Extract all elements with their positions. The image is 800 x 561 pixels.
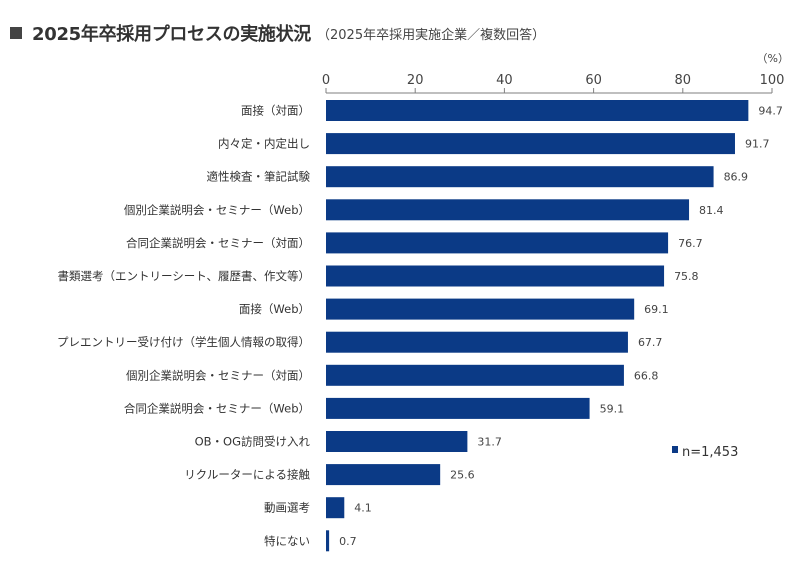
data-label: 69.1 <box>644 303 669 316</box>
chart-title-row: 2025年卒採用プロセスの実施状況 （2025年卒採用実施企業／複数回答） <box>10 20 545 46</box>
category-label: 面接（Web） <box>239 302 310 316</box>
bar <box>326 166 714 188</box>
category-label: リクルーターによる接触 <box>184 468 310 482</box>
data-label: 91.7 <box>745 138 770 151</box>
x-tick-label: 100 <box>760 73 785 88</box>
category-label: OB・OG訪問受け入れ <box>195 435 311 449</box>
bar <box>326 133 735 155</box>
category-label: 適性検査・筆記試験 <box>207 170 311 184</box>
unit-label: （%） <box>757 52 789 65</box>
category-label: 個別企業説明会・セミナー（Web） <box>124 203 310 217</box>
bar <box>326 331 628 353</box>
data-label: 86.9 <box>724 171 749 184</box>
category-labels: 面接（対面） 内々定・内定出し適性検査・筆記試験個別企業説明会・セミナー（Web）… <box>57 104 310 548</box>
x-tick-label: 60 <box>585 73 602 88</box>
x-axis: 0 20 40 60 80 100 （%） <box>322 52 789 94</box>
data-label: 67.7 <box>638 336 663 349</box>
value-labels: 94.7 91.7 86.9 81.4 76.7 75.8 69.1 67.7 66.8 59.1… <box>339 105 783 548</box>
data-label: 75.8 <box>674 270 699 283</box>
bar <box>326 431 468 452</box>
category-label: 書類選考（エントリーシート、履歴書、作文等） <box>57 269 310 283</box>
bars <box>326 100 749 552</box>
data-label: 31.7 <box>477 436 502 449</box>
category-label: 合同企業説明会・セミナー（対面） <box>126 236 310 250</box>
data-label: 25.6 <box>450 469 475 482</box>
data-label: 59.1 <box>600 402 625 415</box>
category-label: 個別企業説明会・セミナー（対面） <box>126 368 310 382</box>
data-label: 94.7 <box>758 105 783 118</box>
bar <box>326 497 345 519</box>
x-tick-label: 40 <box>496 73 513 88</box>
title-bullet-icon <box>10 27 22 39</box>
chart-subtitle: （2025年卒採用実施企業／複数回答） <box>317 27 546 43</box>
bar <box>326 364 624 386</box>
bar <box>326 530 330 552</box>
bar <box>326 265 665 287</box>
legend-swatch <box>672 446 678 453</box>
bar <box>326 397 590 419</box>
bar <box>326 232 669 254</box>
category-label: 特にない <box>264 534 310 548</box>
x-tick-label: 0 <box>322 73 330 88</box>
data-label: 0.7 <box>339 535 357 548</box>
data-label: 66.8 <box>634 369 659 382</box>
bar <box>326 100 749 121</box>
data-label: 81.4 <box>699 204 724 217</box>
bar <box>326 199 690 221</box>
x-tick-label: 80 <box>675 73 692 88</box>
bar <box>326 464 441 486</box>
category-label: プレエントリー受け付け（学生個人情報の取得） <box>57 335 310 349</box>
category-label: 合同企業説明会・セミナー（Web） <box>124 401 310 415</box>
category-label: 内々定・内定出し <box>218 137 310 151</box>
x-tick-label: 20 <box>407 73 424 88</box>
bar <box>326 298 635 320</box>
category-label: 面接（対面） <box>241 104 310 118</box>
legend-label: n=1,453 <box>682 445 738 460</box>
chart-title: 2025年卒採用プロセスの実施状況 <box>32 24 311 45</box>
category-label: 動画選考 <box>264 501 310 515</box>
legend: n=1,453 <box>672 445 738 460</box>
data-label: 76.7 <box>678 237 703 250</box>
data-label: 4.1 <box>354 502 372 515</box>
